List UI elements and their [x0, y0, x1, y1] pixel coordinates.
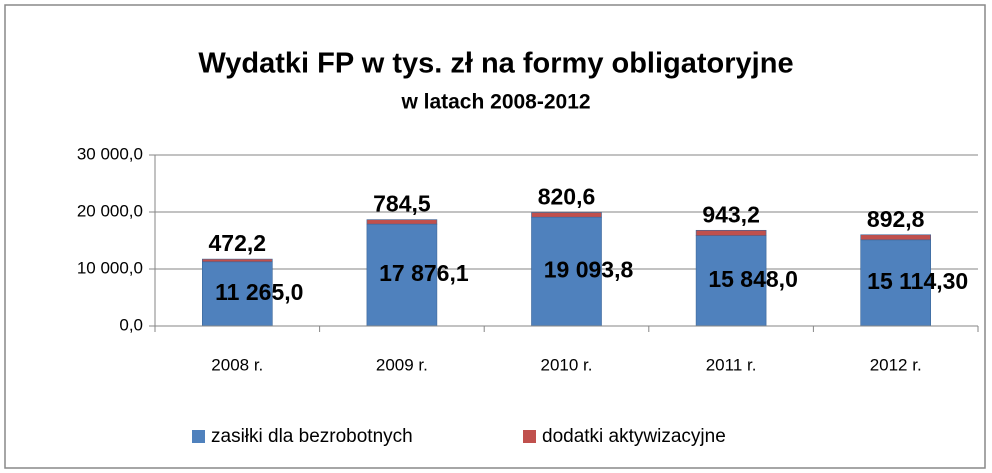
chart-title: Wydatki FP w tys. zł na formy obligatory… [198, 48, 793, 80]
data-label: 892,8 [867, 206, 925, 232]
y-tick-label: 30 000,0 [77, 144, 143, 163]
data-label: 15 848,0 [708, 266, 798, 292]
bar-segment [366, 219, 438, 225]
data-label: 15 114,30 [867, 268, 968, 294]
bar-segment [202, 261, 273, 327]
legend-label: dodatki aktywizacyjne [542, 426, 726, 447]
chart-border [4, 4, 986, 469]
data-label: 19 093,8 [544, 257, 634, 283]
x-tick-label: 2009 r. [376, 355, 428, 374]
bar-segment [202, 258, 273, 263]
bar-segment [860, 239, 932, 327]
legend-label: zasiłki dla bezrobotnych [211, 426, 413, 447]
bar-segment [366, 223, 438, 327]
x-tick-label: 2012 r. [870, 355, 922, 374]
data-label: 472,2 [209, 230, 267, 256]
data-label: 943,2 [702, 201, 760, 227]
bar-segment [695, 229, 767, 236]
data-label: 17 876,1 [379, 260, 469, 286]
legend-swatch [192, 430, 205, 443]
bar-segment [531, 216, 602, 327]
chart-subtitle: w latach 2008-2012 [400, 91, 590, 114]
y-tick-label: 20 000,0 [77, 201, 143, 220]
y-tick-label: 10 000,0 [77, 258, 143, 277]
x-tick-label: 2011 r. [706, 355, 757, 374]
legend-swatch [523, 430, 536, 443]
x-tick-label: 2010 r. [541, 355, 593, 374]
x-tick-label: 2008 r. [211, 355, 263, 374]
data-label: 784,5 [373, 191, 431, 217]
bar-segment [860, 234, 932, 241]
bar-segment [531, 212, 602, 218]
data-label: 820,6 [538, 184, 596, 210]
y-tick-label: 0,0 [119, 315, 143, 334]
data-label: 11 265,0 [215, 279, 303, 305]
